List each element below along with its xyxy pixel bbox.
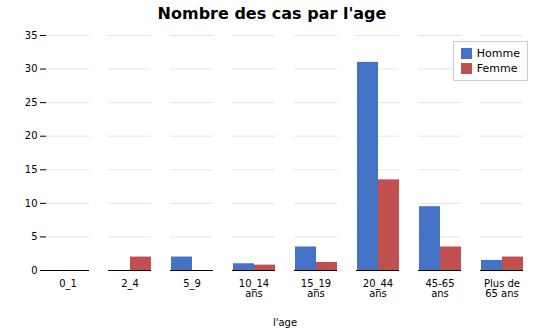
svg-text:10_14ans: 10_14ans bbox=[239, 278, 269, 299]
svg-text:45-65ans: 45-65ans bbox=[425, 278, 454, 299]
svg-text:0: 0 bbox=[31, 265, 37, 276]
svg-text:5: 5 bbox=[31, 231, 37, 242]
html-text:Homme: Homme bbox=[476, 47, 520, 60]
html-text:Femme: Femme bbox=[476, 62, 518, 75]
html-text:Nombre des cas par l'age: Nombre des cas par l'age bbox=[157, 4, 387, 23]
svg-text:5_9: 5_9 bbox=[183, 278, 201, 290]
svg-text:20_44ans: 20_44ans bbox=[363, 278, 393, 299]
svg-text:10: 10 bbox=[25, 198, 38, 209]
svg-text:25: 25 bbox=[25, 97, 38, 108]
svg-text:Plus de65 ans: Plus de65 ans bbox=[484, 278, 520, 299]
svg-text:30: 30 bbox=[25, 63, 38, 74]
svg-text:l'age: l'age bbox=[273, 317, 297, 328]
svg-text:2_4: 2_4 bbox=[121, 278, 139, 290]
svg-text:15_19ans: 15_19ans bbox=[301, 278, 331, 299]
svg-text:15: 15 bbox=[25, 164, 38, 175]
svg-text:35: 35 bbox=[25, 30, 38, 41]
svg-text:20: 20 bbox=[25, 130, 38, 141]
svg-text:0_1: 0_1 bbox=[59, 278, 77, 290]
